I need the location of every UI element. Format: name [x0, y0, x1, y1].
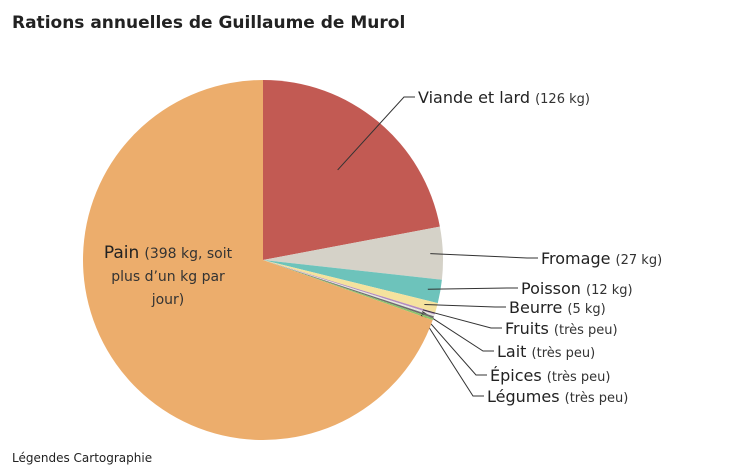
slice-label: Viande et lard (126 kg) [418, 88, 590, 107]
leader-line [430, 253, 538, 259]
slice-name: Pain [103, 243, 140, 263]
slice-label: Beurre (5 kg) [509, 298, 606, 317]
value-label: (398 kg, soit plus d’un kg par jour) [111, 246, 233, 308]
slice [263, 226, 444, 280]
value-label: (très peu) [565, 391, 629, 406]
leader-line [421, 311, 494, 352]
slice-label: Fromage (27 kg) [541, 249, 662, 268]
slice [263, 260, 434, 321]
slice-name: Lait [497, 342, 526, 361]
leader-line [427, 287, 518, 290]
slice-label: Fruits (très peu) [505, 319, 618, 338]
pain-label: Pain (398 kg, soit plus d’un kg par jour… [98, 242, 238, 311]
slice-name: Fromage [541, 249, 610, 268]
value-label: (27 kg) [616, 253, 663, 268]
value-label: (12 kg) [586, 283, 633, 298]
source: Légendes Cartographie [12, 451, 152, 465]
slice [263, 260, 442, 304]
slice-name: Beurre [509, 298, 562, 317]
slice [263, 260, 436, 315]
slice-name: Fruits [505, 319, 549, 338]
value-label: (très peu) [547, 370, 611, 385]
leader-line [420, 314, 484, 397]
chart-title: Rations annuelles de Guillaume de Murol [12, 13, 405, 33]
slice-label: Légumes (très peu) [487, 387, 628, 406]
value-label: (très peu) [532, 346, 596, 361]
leader-line [422, 309, 502, 329]
slice-label: Épices (très peu) [490, 366, 610, 385]
slice [263, 260, 435, 317]
slice-name: Épices [490, 366, 542, 385]
slice-name: Poisson [521, 279, 581, 298]
leader-line [424, 304, 506, 308]
slice-name: Légumes [487, 387, 560, 406]
slice [263, 260, 434, 319]
slice-name: Viande et lard [418, 88, 530, 107]
value-label: (5 kg) [567, 302, 605, 317]
value-label: (126 kg) [535, 92, 590, 107]
slice-label: Lait (très peu) [497, 342, 595, 361]
slice [263, 260, 438, 313]
value-label: (très peu) [554, 323, 618, 338]
leader-line [421, 312, 487, 376]
leader-line [337, 96, 415, 171]
slice [83, 80, 433, 440]
slice [263, 80, 440, 260]
slice-label: Poisson (12 kg) [521, 279, 633, 298]
